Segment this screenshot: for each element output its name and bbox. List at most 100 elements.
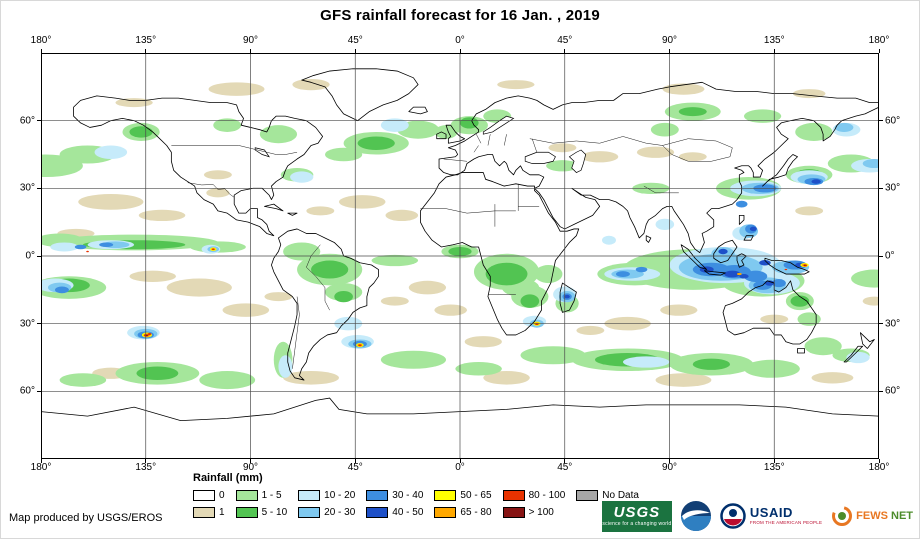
legend-column: 50 - 65 65 - 80 <box>434 489 492 518</box>
lon-label-top: 90° <box>661 35 678 46</box>
lon-label-bottom: 90° <box>661 462 678 473</box>
logo-row: USGS science for a changing world USAID … <box>601 498 913 534</box>
legend-item: 0 <box>193 489 225 501</box>
lat-tick-left <box>37 323 41 325</box>
lon-tick-top <box>459 49 461 53</box>
map-credit: Map produced by USGS/EROS <box>9 512 163 524</box>
lon-tick-top <box>250 49 251 53</box>
noaa-seal-icon <box>680 501 711 531</box>
lat-label-right: 60° <box>885 115 901 127</box>
lon-label-top: 135° <box>135 35 157 46</box>
legend-swatch <box>502 506 525 518</box>
lat-label-left: 60° <box>19 385 35 397</box>
usaid-tagline: FROM THE AMERICAN PEOPLE <box>749 520 823 526</box>
legend-swatch <box>193 489 215 501</box>
lon-tick-bottom <box>669 459 670 463</box>
lon-label-bottom: 90° <box>242 462 259 473</box>
lon-tick-bottom <box>354 459 356 463</box>
lat-label-left: 60° <box>19 115 35 127</box>
lat-tick-left <box>37 187 41 189</box>
legend-label: 65 - 80 <box>460 506 492 518</box>
lat-label-right: 0° <box>885 250 895 262</box>
legend-swatch <box>235 506 258 518</box>
legend-label: 0 <box>219 489 225 501</box>
lon-tick-bottom <box>250 459 251 463</box>
legend-swatch <box>193 506 215 518</box>
fewsnet-logo: FEWS NET <box>831 505 913 527</box>
legend-swatch <box>298 506 321 518</box>
legend-item: > 100 <box>502 506 566 518</box>
lon-label-top: 90° <box>242 35 259 46</box>
lon-label-top: 180° <box>868 35 890 46</box>
lon-tick-top <box>773 49 775 53</box>
lat-label-left: 30° <box>19 318 35 330</box>
legend-column: 80 - 100 > 100 <box>502 489 566 518</box>
lon-tick-top <box>878 49 880 53</box>
lat-label-left: 30° <box>19 182 35 194</box>
usgs-wordmark: USGS <box>613 504 661 521</box>
usaid-logo: USAID FROM THE AMERICAN PEOPLE <box>720 503 822 529</box>
fewsnet-globe-icon <box>832 506 853 526</box>
lon-label-top: 45° <box>347 35 363 46</box>
graticule-layer <box>41 53 879 459</box>
legend-column: 30 - 40 40 - 50 <box>366 489 423 518</box>
legend-item: 65 - 80 <box>434 506 492 518</box>
legend-item: 40 - 50 <box>366 506 423 518</box>
usaid-seal-icon <box>720 503 746 529</box>
lon-tick-bottom <box>40 459 42 463</box>
lat-tick-right <box>879 390 883 392</box>
fewsnet-wordmark-fews: FEWS <box>856 509 888 522</box>
lat-tick-right <box>879 187 883 189</box>
lon-label-bottom: 180° <box>868 462 890 473</box>
lat-tick-right <box>879 120 883 122</box>
lon-label-bottom: 45° <box>557 462 573 473</box>
lon-label-bottom: 0° <box>455 462 465 473</box>
legend-item: 80 - 100 <box>502 489 566 501</box>
lon-tick-bottom <box>145 459 147 463</box>
lat-label-right: 60° <box>885 385 901 397</box>
lon-label-bottom: 180° <box>30 462 52 473</box>
lat-tick-right <box>879 255 883 257</box>
legend-swatch <box>366 506 389 518</box>
fewsnet-wordmark-net: NET <box>891 509 913 522</box>
lat-tick-left <box>37 390 41 392</box>
legend-label: > 100 <box>528 506 554 518</box>
legend-swatch <box>576 489 599 501</box>
legend-swatch <box>434 489 457 501</box>
lon-tick-bottom <box>459 459 461 463</box>
legend-label: 1 - 5 <box>261 489 282 501</box>
legend-swatch <box>366 489 389 501</box>
lon-tick-top <box>145 49 147 53</box>
lon-tick-bottom <box>773 459 775 463</box>
legend-column: 10 - 20 20 - 30 <box>298 489 355 518</box>
lat-label-left: 0° <box>25 250 35 262</box>
legend-item: 50 - 65 <box>434 489 492 501</box>
lon-label-bottom: 135° <box>135 462 157 473</box>
border-layer <box>171 134 732 369</box>
lat-tick-left <box>37 255 41 257</box>
legend-label: No Data <box>602 489 639 501</box>
legend-swatch <box>502 489 525 501</box>
legend-label: 20 - 30 <box>324 506 356 518</box>
legend-column: 1 - 5 5 - 10 <box>235 489 288 518</box>
noaa-logo <box>680 501 711 531</box>
legend-item: 20 - 30 <box>298 506 355 518</box>
legend-item: 5 - 10 <box>235 506 287 518</box>
legend-label: 40 - 50 <box>392 506 424 518</box>
legend-label: 30 - 40 <box>392 489 424 501</box>
legend-label: 10 - 20 <box>324 489 356 501</box>
usaid-wordmark: USAID <box>749 505 793 521</box>
legend-label: 80 - 100 <box>528 489 566 501</box>
legend-item: 1 - 5 <box>235 489 288 501</box>
lat-label-right: 30° <box>885 318 901 330</box>
lon-tick-top <box>669 49 670 53</box>
lat-label-right: 30° <box>885 182 901 194</box>
legend-item: 10 - 20 <box>298 489 355 501</box>
legend-title: Rainfall (mm) <box>193 472 263 484</box>
lat-tick-left <box>37 120 41 122</box>
legend-swatch <box>434 506 457 518</box>
usgs-logo: USGS science for a changing world <box>601 500 672 532</box>
lat-tick-right <box>879 323 883 325</box>
